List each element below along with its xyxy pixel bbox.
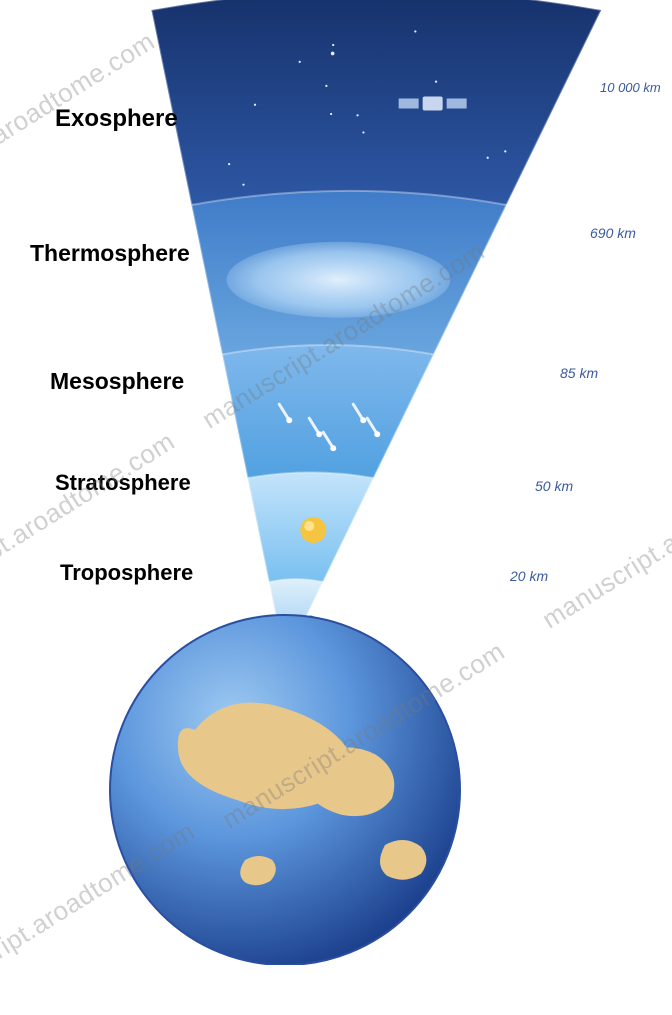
- alt-troposphere: 20 km: [510, 568, 548, 584]
- earth-globe: [110, 615, 460, 965]
- layer-mesosphere: [222, 345, 433, 484]
- aurora-icon: [227, 242, 451, 318]
- atmosphere-wedge: [151, 0, 601, 662]
- label-troposphere: Troposphere: [60, 560, 193, 586]
- atmosphere-diagram: Exosphere Thermosphere Mesosphere Strato…: [0, 0, 672, 965]
- label-stratosphere: Stratosphere: [55, 470, 191, 496]
- label-thermosphere: Thermosphere: [30, 240, 190, 267]
- balloon-icon: [300, 517, 326, 543]
- layer-exosphere: [151, 0, 601, 219]
- alt-exosphere: 10 000 km: [600, 80, 661, 95]
- alt-mesosphere: 85 km: [560, 365, 598, 381]
- alt-thermosphere: 690 km: [590, 225, 636, 241]
- label-mesosphere: Mesosphere: [50, 368, 184, 395]
- alt-stratosphere: 50 km: [535, 478, 573, 494]
- label-exosphere: Exosphere: [55, 105, 178, 133]
